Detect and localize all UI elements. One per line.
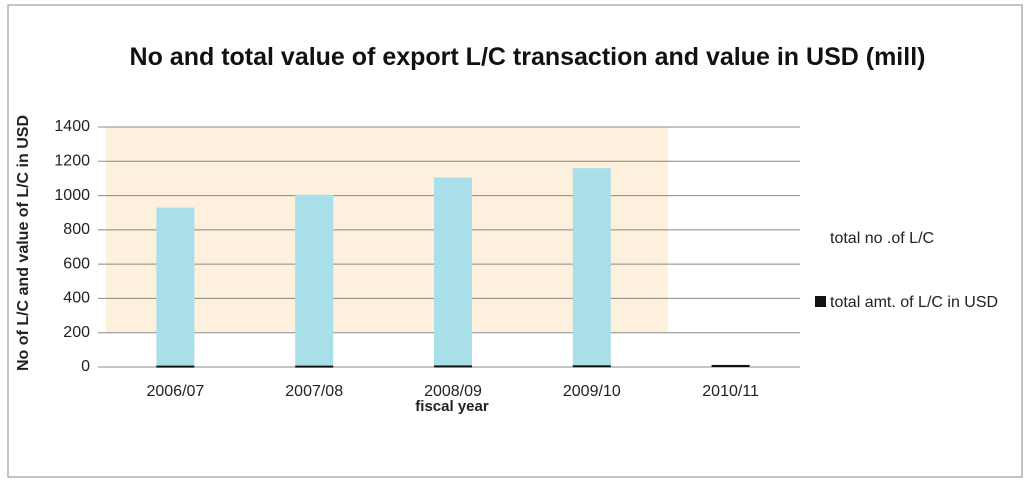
x-tick-label: 2007/08 [285, 383, 343, 400]
y-tick-label: 400 [63, 290, 90, 307]
legend-swatch [815, 232, 826, 243]
bar [434, 177, 472, 367]
chart-title: No and total value of export L/C transac… [129, 43, 926, 71]
legend-swatch [815, 296, 826, 307]
bar [572, 168, 611, 367]
legend-label: total amt. of L/C in USD [830, 294, 999, 311]
y-tick-label: 800 [63, 221, 90, 238]
x-tick-label: 2009/10 [563, 383, 621, 400]
x-tick-label: 2008/09 [424, 383, 482, 400]
y-tick-label: 1000 [54, 187, 90, 204]
bar [156, 365, 195, 368]
bar [156, 207, 195, 367]
legend-entry: total no .of L/C [815, 228, 1010, 250]
bar [572, 365, 611, 368]
y-axis-label: No of L/C and value of L/C in USD [15, 115, 32, 371]
y-tick-label: 1200 [54, 153, 90, 170]
legend-entry: total amt. of L/C in USD [815, 292, 1010, 314]
x-tick-label: 2006/07 [146, 383, 204, 400]
y-tick-label: 200 [63, 324, 90, 341]
bar [295, 365, 334, 368]
y-tick-label: 600 [63, 255, 90, 272]
bar [711, 364, 750, 367]
x-axis-label: fiscal year [415, 398, 489, 415]
y-tick-label: 0 [81, 358, 90, 375]
legend-label: total no .of L/C [830, 230, 935, 247]
x-tick-label: 2010/11 [702, 383, 759, 400]
bar [295, 194, 334, 367]
bar [434, 365, 472, 368]
y-tick-label: 1400 [54, 118, 90, 135]
